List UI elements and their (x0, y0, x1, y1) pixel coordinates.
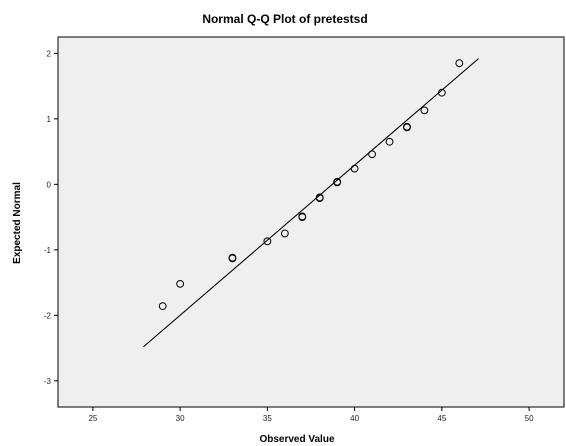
x-axis-label: Observed Value (259, 434, 334, 445)
data-point (280, 229, 289, 238)
data-point (455, 59, 464, 68)
data-point (385, 137, 394, 146)
y-tick-label: 1 (47, 115, 52, 124)
data-point (403, 122, 411, 131)
data-point (420, 106, 429, 115)
y-tick-label: 2 (47, 49, 52, 58)
x-tick-label: 45 (437, 414, 446, 423)
data-point (350, 164, 359, 173)
y-axis-label: Expected Normal (12, 182, 23, 264)
x-tick-label: 30 (176, 414, 185, 423)
x-tick-label: 40 (350, 414, 359, 423)
data-point (437, 88, 446, 97)
data-point (368, 150, 376, 159)
x-tick-label: 35 (263, 414, 272, 423)
x-tick-label: 25 (88, 414, 97, 423)
y-tick-label: 0 (47, 180, 52, 189)
data-point (315, 193, 324, 202)
reference-line (143, 58, 479, 348)
data-point (263, 237, 272, 246)
y-tick-label: -1 (44, 246, 52, 255)
y-tick-label: -3 (44, 377, 52, 386)
chart-title: Normal Q-Q Plot of pretestsd (202, 12, 367, 26)
x-tick-label: 50 (525, 414, 534, 423)
data-point (298, 212, 307, 221)
plot-area (57, 36, 565, 408)
data-point (176, 279, 185, 288)
data-point (228, 253, 237, 262)
data-point (333, 177, 342, 186)
data-point (158, 302, 167, 311)
y-tick-label: -2 (44, 311, 52, 320)
